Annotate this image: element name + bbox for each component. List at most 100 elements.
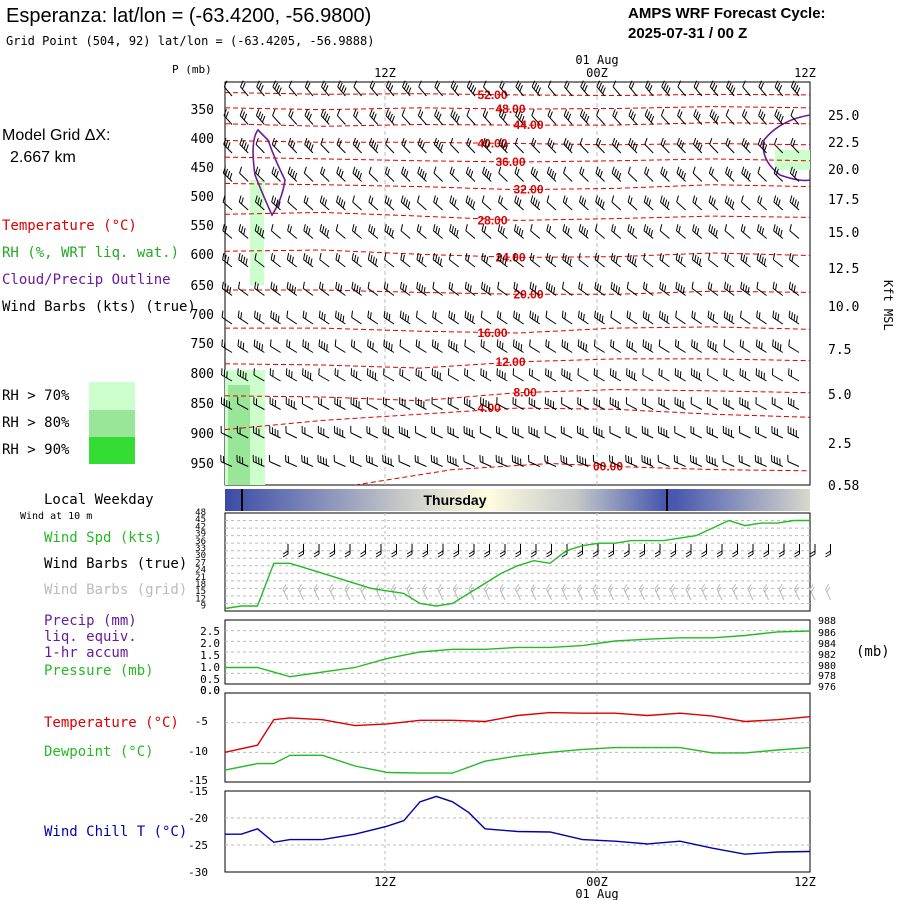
temp-tick--15: -15 (188, 774, 208, 787)
wind-barb (723, 281, 735, 296)
wind-barb (580, 80, 589, 97)
weekday-day-label: Thursday (423, 492, 486, 508)
wind-barb-true (344, 544, 351, 558)
wind-barb (483, 80, 492, 97)
wind-barb (642, 368, 654, 382)
wind-barb (237, 339, 249, 353)
p-tick-700: 700 (191, 308, 214, 323)
wind-barb (415, 368, 427, 382)
wind-barb (612, 80, 622, 97)
precip-panel-gridlines (225, 620, 810, 684)
wind-barb-true (623, 544, 630, 558)
contour-label: 28.00 (478, 213, 508, 227)
wind-barb (382, 426, 395, 439)
wind-barb-true (515, 544, 521, 558)
wind-barb (398, 454, 411, 467)
wind-barb (432, 310, 443, 325)
wind-barb (755, 368, 767, 382)
wind-barb (447, 454, 460, 467)
wind-barb (237, 397, 249, 410)
wind-barb (286, 252, 298, 268)
wind-barb (269, 339, 281, 353)
wind-barb (546, 166, 557, 182)
temperature-contour (224, 140, 811, 146)
contour-label: 12.00 (496, 355, 526, 369)
wind-barb (660, 166, 670, 182)
wind-barb (546, 195, 557, 211)
wind-barb (725, 137, 735, 154)
wind-barb (238, 195, 249, 211)
wind-barb (350, 339, 362, 353)
wind-barb (465, 195, 476, 211)
wind-tick: 39 (195, 530, 206, 540)
wind-barb (479, 454, 492, 467)
wind-barb (660, 195, 670, 211)
wind-barb (448, 339, 460, 353)
wind-barb (301, 426, 314, 439)
wind-barb (366, 426, 379, 439)
wind-barb (400, 195, 411, 211)
press-tick-978: 978 (818, 671, 836, 682)
pressure-ticks-right: 988 986 984 982 980 978 976 (818, 616, 836, 693)
wind-barb (789, 252, 800, 268)
wind-barb (239, 166, 249, 182)
wind-barb (320, 166, 330, 182)
wind-barb (593, 368, 605, 382)
wind-barb (401, 109, 411, 125)
wind-barb (272, 109, 281, 125)
wind-barb (609, 454, 622, 467)
wind-barb-true (809, 544, 816, 558)
precip-tick-2.0: 2.0 (200, 637, 220, 650)
wind-barb (497, 224, 508, 239)
wind-barb (642, 339, 654, 353)
h-tick-22.5: 22.5 (828, 136, 859, 151)
wind-barb (677, 80, 686, 97)
wind-barb (447, 397, 460, 410)
wind-barb (626, 339, 638, 353)
wind-barb (449, 137, 460, 154)
wind-barb-grid (514, 584, 521, 601)
wind-barb (464, 368, 476, 382)
wind-barb (725, 109, 735, 125)
wind-barb (352, 195, 362, 211)
wind-barb (706, 454, 719, 467)
wind-barb-grid (669, 584, 676, 601)
pressure-unit-label: (mb) (856, 644, 890, 660)
wind-barb (304, 109, 314, 125)
wind-barb (628, 137, 638, 154)
wind-tick: 9 (201, 602, 206, 612)
wind-barb (382, 454, 395, 467)
wind-barb (641, 426, 654, 439)
wind-barb (757, 137, 768, 154)
wind-barb (447, 426, 460, 439)
wind-barb (334, 426, 346, 439)
wind-barb (741, 195, 751, 211)
wind-barb-grid (607, 584, 614, 601)
wind-barbs-grid-legend: Wind Barbs (grid) (44, 582, 187, 598)
p-tick-500: 500 (191, 190, 214, 205)
wind-barb (706, 397, 719, 410)
temperature-contour (224, 156, 811, 163)
wind-barb (320, 137, 330, 154)
wind-barb-grid (576, 584, 583, 601)
rh-shade-right (775, 150, 810, 170)
wind-barb (222, 166, 233, 182)
wind-barb (738, 454, 751, 467)
wind-barb (222, 195, 233, 211)
wind-barb (690, 426, 703, 439)
wind-barb (723, 397, 735, 410)
press-tick-984: 984 (818, 639, 836, 650)
wind-barb (513, 224, 524, 239)
wind-barb (334, 397, 346, 410)
wind-barb (530, 224, 541, 239)
wind-barb-true (732, 544, 738, 558)
wind-barb (774, 109, 784, 125)
wind-barb (627, 252, 638, 268)
wind-barb (237, 281, 249, 296)
wind-barb-true (701, 544, 707, 558)
wind-tick: 36 (195, 537, 206, 547)
wind-barb (434, 80, 443, 97)
wind-barb (268, 454, 281, 467)
wind-barb (319, 252, 330, 268)
